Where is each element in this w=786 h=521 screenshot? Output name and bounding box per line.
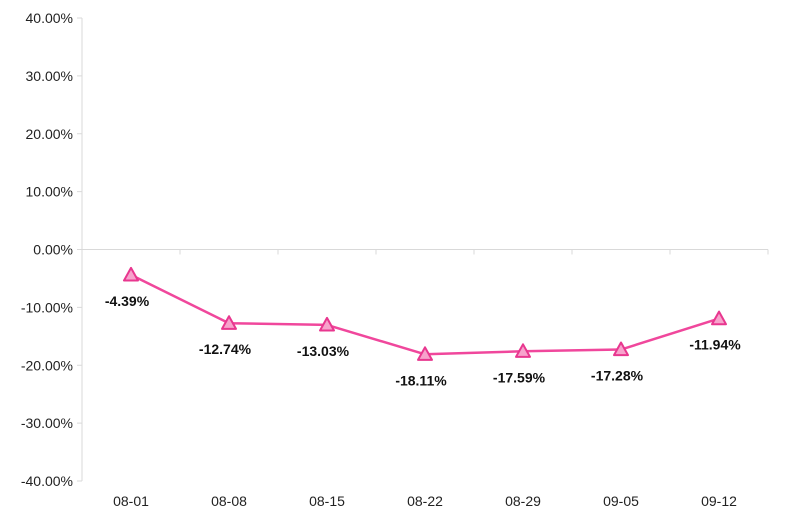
series: [123, 266, 727, 361]
y-tick-label: 20.00%: [26, 126, 73, 142]
y-tick-label: -40.00%: [21, 473, 73, 489]
x-axis-ticks: 08-01 08-08 08-15 08-22 08-29 09-05 09-12: [113, 493, 737, 509]
x-tick-label: 09-05: [603, 493, 639, 509]
axes: [81, 18, 769, 481]
x-tick-label: 08-08: [211, 493, 247, 509]
x-tick-label: 08-01: [113, 493, 149, 509]
data-label: -13.03%: [297, 343, 350, 359]
data-label: -12.74%: [199, 341, 252, 357]
x-tick-label: 09-12: [701, 493, 737, 509]
y-axis-ticks: 40.00% 30.00% 20.00% 10.00% 0.00% -10.00% -20.…: [21, 10, 82, 489]
y-tick-label: 10.00%: [26, 184, 73, 200]
data-label: -17.28%: [591, 368, 644, 384]
y-tick-label: 0.00%: [33, 242, 73, 258]
y-tick-label: -30.00%: [21, 415, 73, 431]
x-tick-label: 08-29: [505, 493, 541, 509]
data-point-marker: [221, 315, 237, 330]
data-point-marker: [613, 341, 629, 357]
data-label: -11.94%: [689, 337, 741, 353]
data-point-marker: [123, 266, 139, 282]
y-tick-label: -10.00%: [21, 299, 73, 315]
data-label: -4.39%: [105, 293, 150, 309]
data-labels: -4.39% -12.74% -13.03% -18.11% -17.59% -17.28…: [105, 293, 741, 388]
x-tick-label: 08-22: [407, 493, 443, 509]
data-label: -18.11%: [395, 372, 447, 388]
y-tick-label: 30.00%: [26, 68, 73, 84]
data-point-marker: [319, 316, 335, 332]
data-point-marker: [417, 346, 433, 361]
x-tick-label: 08-15: [309, 493, 345, 509]
data-point-marker: [515, 343, 531, 358]
data-point-marker: [711, 310, 727, 326]
data-label: -17.59%: [493, 369, 546, 385]
y-tick-label: 40.00%: [26, 10, 73, 26]
y-tick-label: -20.00%: [21, 357, 73, 373]
